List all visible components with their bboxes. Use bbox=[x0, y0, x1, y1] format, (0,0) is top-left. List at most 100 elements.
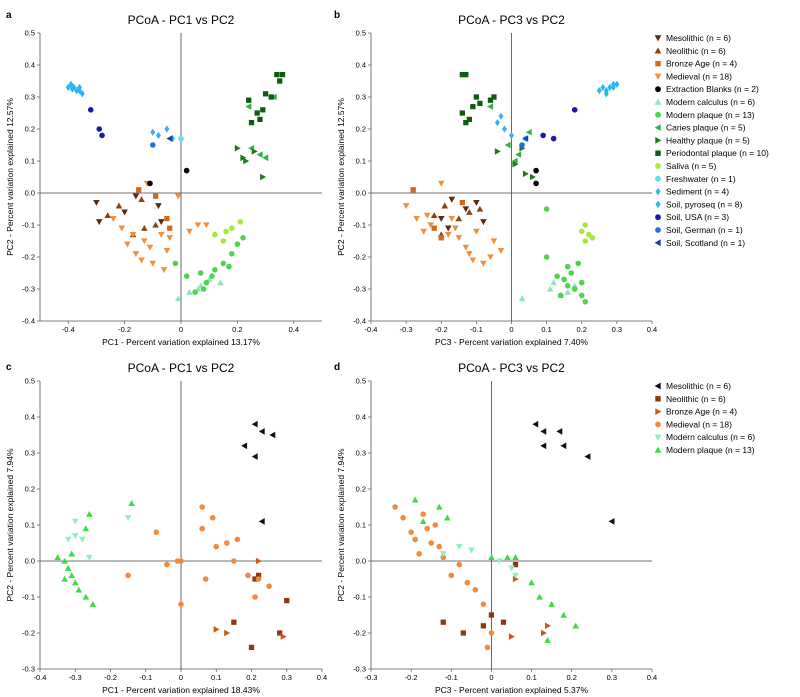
y-tick-label: 0.5 bbox=[25, 377, 35, 386]
data-point bbox=[540, 442, 547, 450]
x-tick-label: 0.2 bbox=[566, 673, 576, 682]
data-point bbox=[99, 132, 105, 139]
panel-b: b -0.4 -0.3 -0.2 -0.1 0 0.1 0.2 0.3 0.4 -0.4 -0.3 -0… bbox=[334, 10, 657, 347]
legend-marker bbox=[655, 396, 661, 402]
legend-item: Saliva (n = 5) bbox=[655, 161, 716, 171]
x-tick-label: -0.2 bbox=[435, 325, 448, 334]
data-point bbox=[582, 238, 589, 244]
legend-marker bbox=[654, 382, 661, 390]
series-extraction-blanks bbox=[147, 167, 190, 187]
data-point bbox=[488, 630, 495, 636]
data-point bbox=[504, 141, 511, 149]
y-axis-label: PC2 - Percent variation explained 7.94% bbox=[5, 448, 15, 602]
data-point bbox=[202, 576, 209, 582]
legend-item: Medieval (n = 18) bbox=[655, 419, 732, 429]
data-point bbox=[71, 579, 79, 586]
y-tick-label: 0.3 bbox=[25, 449, 35, 458]
series-modern-plaque bbox=[411, 496, 580, 643]
legend-item: Soil, USA (n = 3) bbox=[655, 212, 729, 222]
data-point bbox=[68, 572, 76, 579]
data-point bbox=[164, 215, 170, 222]
data-point bbox=[550, 135, 557, 142]
x-tick-label: 0.1 bbox=[541, 325, 551, 334]
data-point bbox=[455, 235, 463, 242]
data-point bbox=[400, 514, 406, 521]
data-point bbox=[498, 112, 504, 120]
data-point bbox=[522, 170, 529, 178]
data-point bbox=[213, 543, 220, 550]
data-point bbox=[157, 219, 165, 226]
data-point bbox=[110, 215, 117, 222]
data-point bbox=[231, 619, 237, 625]
legend-item: Neolithic (n = 6) bbox=[654, 46, 726, 56]
data-point bbox=[427, 222, 435, 229]
data-point bbox=[456, 543, 463, 550]
data-point bbox=[87, 106, 94, 113]
legend-label: Saliva (n = 5) bbox=[666, 161, 716, 171]
data-point bbox=[564, 288, 571, 295]
data-point bbox=[578, 228, 585, 235]
data-point bbox=[68, 550, 76, 557]
series-medieval bbox=[125, 504, 272, 608]
data-point bbox=[132, 193, 140, 200]
data-point bbox=[166, 235, 174, 242]
legend-label: Bronze Age (n = 4) bbox=[666, 59, 737, 69]
x-tick-label: -0.1 bbox=[139, 673, 152, 682]
data-point bbox=[466, 208, 473, 215]
y-tick-label: 0.3 bbox=[356, 449, 366, 458]
legend-label: Sediment (n = 4) bbox=[666, 187, 729, 197]
data-point bbox=[444, 225, 452, 232]
y-axis-label: PC2 - Percent variation explained 12.57% bbox=[336, 98, 346, 256]
data-point bbox=[141, 224, 148, 231]
data-point bbox=[245, 103, 252, 110]
data-point bbox=[511, 157, 518, 165]
series-neolithic bbox=[231, 572, 290, 651]
data-point bbox=[540, 428, 547, 435]
data-point bbox=[61, 575, 68, 582]
data-point bbox=[487, 254, 494, 261]
data-point bbox=[460, 630, 466, 636]
data-point bbox=[424, 525, 431, 532]
series-medieval bbox=[110, 180, 210, 274]
x-tick-label: 0.2 bbox=[577, 325, 587, 334]
data-point bbox=[550, 279, 557, 286]
data-point bbox=[448, 196, 456, 203]
data-point bbox=[560, 611, 567, 618]
legend-item: Neolithic (n = 6) bbox=[655, 394, 726, 404]
data-point bbox=[444, 231, 452, 238]
y-tick-label: -0.4 bbox=[22, 317, 35, 326]
x-tick-label: -0.3 bbox=[365, 673, 378, 682]
data-point bbox=[554, 273, 560, 280]
legend-item: Mesolithic (n = 6) bbox=[654, 33, 731, 43]
y-tick-label: 0.2 bbox=[356, 485, 366, 494]
legend-label: Freshwater (n = 1) bbox=[666, 174, 736, 184]
data-point bbox=[254, 110, 260, 116]
data-point bbox=[152, 221, 159, 228]
data-point bbox=[155, 131, 161, 140]
x-tick-label: 0.2 bbox=[232, 325, 242, 334]
data-point bbox=[262, 154, 269, 162]
legend-item: Freshwater (n = 1) bbox=[655, 174, 736, 184]
data-point bbox=[248, 119, 255, 126]
data-point bbox=[508, 633, 515, 640]
series-modern-calculus bbox=[64, 515, 132, 561]
data-point bbox=[147, 180, 153, 187]
series-freshwater bbox=[178, 135, 184, 142]
data-point bbox=[462, 244, 470, 251]
legend-marker bbox=[655, 187, 661, 196]
data-point bbox=[540, 132, 546, 139]
data-point bbox=[564, 282, 571, 289]
data-point bbox=[186, 288, 193, 295]
y-tick-label: -0.2 bbox=[353, 253, 366, 262]
data-point bbox=[277, 630, 283, 636]
chart-title: PCoA - PC1 vs PC2 bbox=[128, 13, 235, 27]
data-point bbox=[231, 558, 237, 564]
y-tick-label: 0.1 bbox=[356, 157, 366, 166]
data-point bbox=[260, 107, 266, 113]
data-point bbox=[163, 247, 171, 254]
data-point bbox=[480, 601, 487, 608]
data-point bbox=[255, 557, 262, 565]
legend-label: Mesolithic (n = 6) bbox=[666, 33, 731, 43]
data-point bbox=[96, 126, 103, 132]
